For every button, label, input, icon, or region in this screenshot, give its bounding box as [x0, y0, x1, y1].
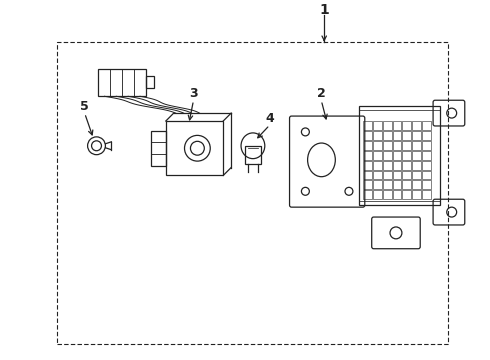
Bar: [422, 141, 431, 150]
Bar: [412, 131, 421, 140]
Bar: [98, 68, 146, 96]
Bar: [373, 190, 382, 199]
Bar: [383, 121, 392, 130]
Bar: [422, 121, 431, 130]
Bar: [373, 131, 382, 140]
Bar: [245, 146, 261, 163]
Text: 2: 2: [317, 87, 325, 100]
Bar: [412, 171, 421, 179]
Bar: [359, 106, 440, 205]
Bar: [373, 171, 382, 179]
Bar: [373, 161, 382, 170]
Bar: [412, 151, 421, 159]
Bar: [392, 151, 401, 159]
Bar: [402, 161, 411, 170]
Bar: [392, 190, 401, 199]
Bar: [383, 161, 392, 170]
Bar: [383, 141, 392, 150]
Bar: [373, 121, 382, 130]
Bar: [373, 180, 382, 189]
Bar: [402, 190, 411, 199]
Bar: [57, 42, 448, 344]
Bar: [363, 190, 372, 199]
Bar: [392, 141, 401, 150]
Text: 5: 5: [80, 100, 89, 113]
Text: 1: 1: [319, 3, 329, 17]
Bar: [392, 171, 401, 179]
Bar: [383, 151, 392, 159]
Bar: [422, 171, 431, 179]
Bar: [392, 180, 401, 189]
Bar: [422, 151, 431, 159]
Bar: [363, 161, 372, 170]
Bar: [392, 161, 401, 170]
Bar: [363, 121, 372, 130]
Bar: [412, 190, 421, 199]
Bar: [402, 131, 411, 140]
Bar: [166, 121, 223, 175]
Bar: [146, 76, 154, 88]
Bar: [412, 180, 421, 189]
Bar: [412, 141, 421, 150]
Bar: [402, 141, 411, 150]
Bar: [363, 141, 372, 150]
Bar: [422, 190, 431, 199]
Bar: [422, 131, 431, 140]
Bar: [363, 131, 372, 140]
Bar: [422, 180, 431, 189]
Bar: [402, 121, 411, 130]
Bar: [412, 161, 421, 170]
Bar: [402, 151, 411, 159]
Bar: [412, 121, 421, 130]
Text: 4: 4: [266, 112, 274, 125]
Bar: [402, 180, 411, 189]
Bar: [383, 190, 392, 199]
Bar: [402, 171, 411, 179]
Bar: [363, 171, 372, 179]
Bar: [373, 151, 382, 159]
Bar: [363, 151, 372, 159]
Text: 3: 3: [189, 87, 198, 100]
Bar: [422, 161, 431, 170]
Bar: [383, 171, 392, 179]
Bar: [383, 180, 392, 189]
Bar: [383, 131, 392, 140]
Bar: [363, 180, 372, 189]
Bar: [392, 131, 401, 140]
Bar: [151, 131, 166, 166]
Bar: [373, 141, 382, 150]
Bar: [392, 121, 401, 130]
